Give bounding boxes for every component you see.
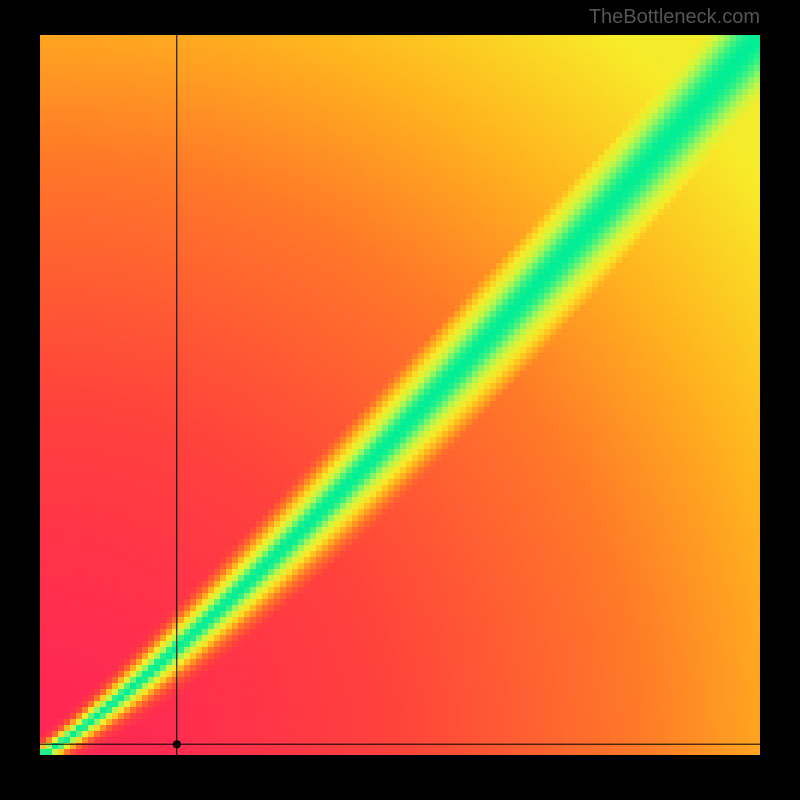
chart-container: TheBottleneck.com	[0, 0, 800, 800]
bottleneck-heatmap	[40, 35, 760, 755]
plot-area	[40, 35, 760, 755]
watermark-text: TheBottleneck.com	[589, 6, 760, 29]
